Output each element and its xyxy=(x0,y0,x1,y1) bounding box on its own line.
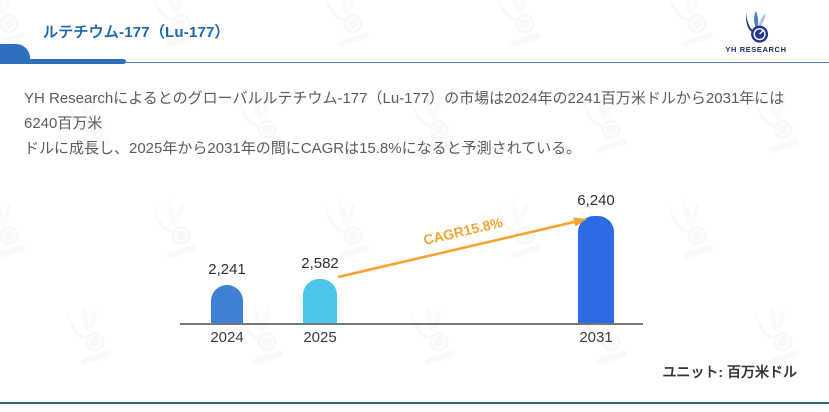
bar-2031 xyxy=(578,216,614,323)
x-axis-tick-label: 2025 xyxy=(303,329,337,346)
bar-value-label: 6,240 xyxy=(577,192,615,209)
intro-line-1: YH Researchによるとのグローバルルテチウム-177（Lu-177）の市… xyxy=(24,90,785,132)
page-title: ルテチウム-177（Lu-177） xyxy=(43,24,230,41)
intro-line-2: ドルに成長し、2025年から2031年の間にCAGRは15.8%になると予測され… xyxy=(24,140,582,157)
intro-paragraph: YH Researchによるとのグローバルルテチウム-177（Lu-177）の市… xyxy=(24,86,816,161)
watermark-logo-icon xyxy=(653,189,727,263)
watermark-logo-icon xyxy=(51,295,125,369)
header-divider-line xyxy=(0,62,829,63)
bar-2024 xyxy=(211,285,243,323)
watermark-logo-icon xyxy=(825,0,829,51)
yh-research-logo-text: YH RESEARCH xyxy=(725,45,787,54)
watermark-logo-icon xyxy=(653,0,727,51)
watermark-logo-icon xyxy=(739,295,813,369)
unit-label: ユニット: 百万米ドル xyxy=(662,364,797,380)
watermark-logo-icon xyxy=(481,0,555,51)
x-axis-tick-label: 2031 xyxy=(579,329,613,346)
bar-value-label: 2,582 xyxy=(301,255,339,272)
growth-arrow-icon xyxy=(337,217,587,279)
bar-chart: 2,241 2024 2,582 2025 6,240 2031 CAGR15.8% xyxy=(180,190,643,346)
bar-2025 xyxy=(303,279,337,323)
watermark-logo-icon xyxy=(0,189,39,263)
x-axis-tick-label: 2024 xyxy=(210,329,244,346)
watermark-logo-icon xyxy=(309,0,383,51)
bar-value-label: 2,241 xyxy=(208,261,246,278)
watermark-logo-icon xyxy=(825,189,829,263)
footer-divider-line xyxy=(0,402,829,404)
header-accent-bar xyxy=(0,59,126,64)
yh-research-logo: YH RESEARCH xyxy=(719,10,793,54)
yh-research-logo-icon xyxy=(719,10,793,44)
